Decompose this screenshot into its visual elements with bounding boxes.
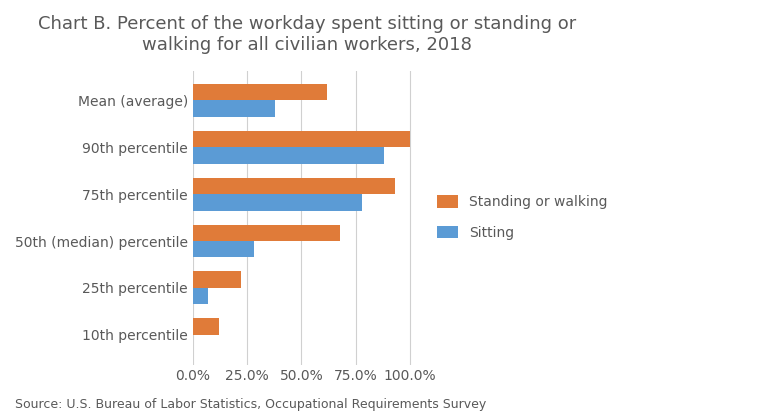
Legend: Standing or walking, Sitting: Standing or walking, Sitting (430, 188, 615, 247)
Text: Source: U.S. Bureau of Labor Statistics, Occupational Requirements Survey: Source: U.S. Bureau of Labor Statistics,… (15, 398, 486, 411)
Bar (193, 318, 219, 335)
Bar (193, 178, 394, 194)
Bar (193, 271, 241, 288)
Bar (193, 288, 208, 304)
Bar (193, 225, 340, 241)
Bar (193, 194, 362, 210)
Bar (193, 241, 254, 257)
Bar (193, 84, 327, 100)
Bar (193, 147, 384, 164)
Title: Chart B. Percent of the workday spent sitting or standing or
walking for all civ: Chart B. Percent of the workday spent si… (38, 15, 576, 54)
Bar (193, 100, 276, 117)
Bar (193, 131, 410, 147)
